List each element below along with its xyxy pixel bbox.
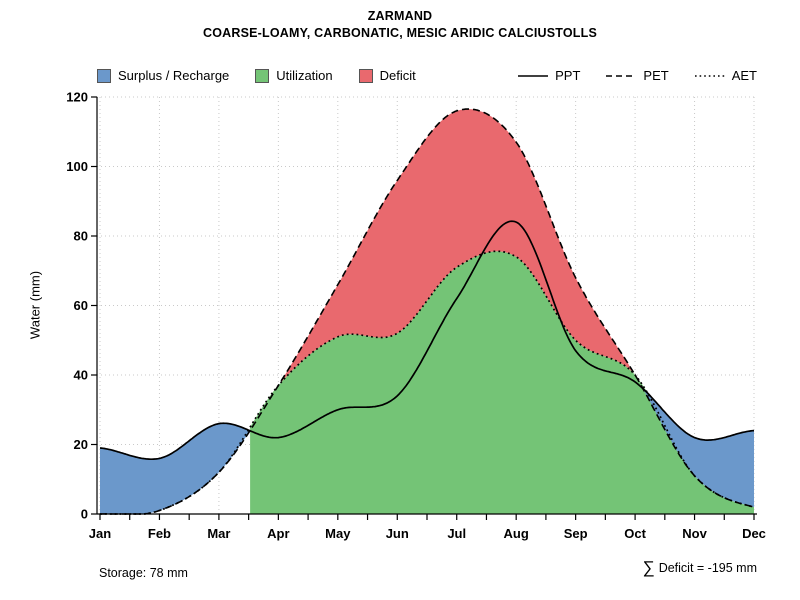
storage-annotation: Storage: 78 mm [99,566,188,580]
legend-item-deficit: Deficit [358,68,416,83]
x-tick-label: Oct [624,526,646,541]
chart-title: ZARMAND [367,9,433,23]
y-tick-label: 60 [74,298,88,313]
ppt-label: PPT [555,68,581,83]
x-tick-label: Feb [148,526,171,541]
x-tick-label: Dec [742,526,766,541]
y-tick-label: 120 [66,90,88,105]
y-tick-label: 20 [74,437,88,452]
legend: Surplus / Recharge Utilization Deficit P… [97,68,757,83]
ppt-line [99,220,755,461]
utilization-label: Utilization [276,68,333,83]
y-tick-label: 40 [74,368,88,383]
aet-label: AET [731,68,757,83]
surplus-label: Surplus / Recharge [118,68,230,83]
deficit-swatch-icon [358,68,373,83]
x-tick-label: Mar [207,526,230,541]
x-tick-label: Sep [564,526,588,541]
deficit-label: Deficit [379,68,416,83]
axes [91,96,757,520]
tick-labels: 0 20 40 60 80 100 120 Jan Feb Mar Apr May Jun Jul Aug S… [66,90,766,542]
legend-item-surplus: Surplus / Recharge [97,68,229,83]
legend-item-pet: PET [606,68,669,83]
sum-deficit-text: Deficit = -195 mm [658,560,757,575]
y-tick-label: 0 [81,507,88,522]
pet-line-icon [606,74,637,77]
legend-item-aet: AET [694,68,757,83]
sum-deficit-annotation: ∑ Deficit = -195 mm [643,559,757,576]
legend-item-utilization: Utilization [255,68,333,83]
surplus-swatch-icon [97,68,111,83]
x-tick-label: Apr [267,526,289,541]
x-tick-label: Aug [504,526,529,541]
x-tick-label: Jun [386,526,409,541]
surplus-area [100,423,249,514]
x-tick-label: Nov [682,526,707,541]
aet-line-icon [694,74,725,77]
x-tick-label: Jan [89,526,111,541]
y-tick-label: 80 [74,229,88,244]
y-axis-title: Water (mm) [27,270,43,340]
x-tick-label: May [325,526,351,541]
y-tick-label: 100 [66,159,88,174]
deficit-area [281,109,633,383]
utilization-area [250,251,754,515]
ppt-line-icon [518,74,549,77]
x-tick-label: Jul [447,526,466,541]
sigma-icon: ∑ [642,558,655,577]
chart-subtitle: COARSE-LOAMY, CARBONATIC, MESIC ARIDIC C… [203,26,597,40]
utilization-swatch-icon [255,68,270,83]
surplus-area [644,389,754,508]
pet-label: PET [643,68,669,83]
legend-item-ppt: PPT [518,68,580,83]
